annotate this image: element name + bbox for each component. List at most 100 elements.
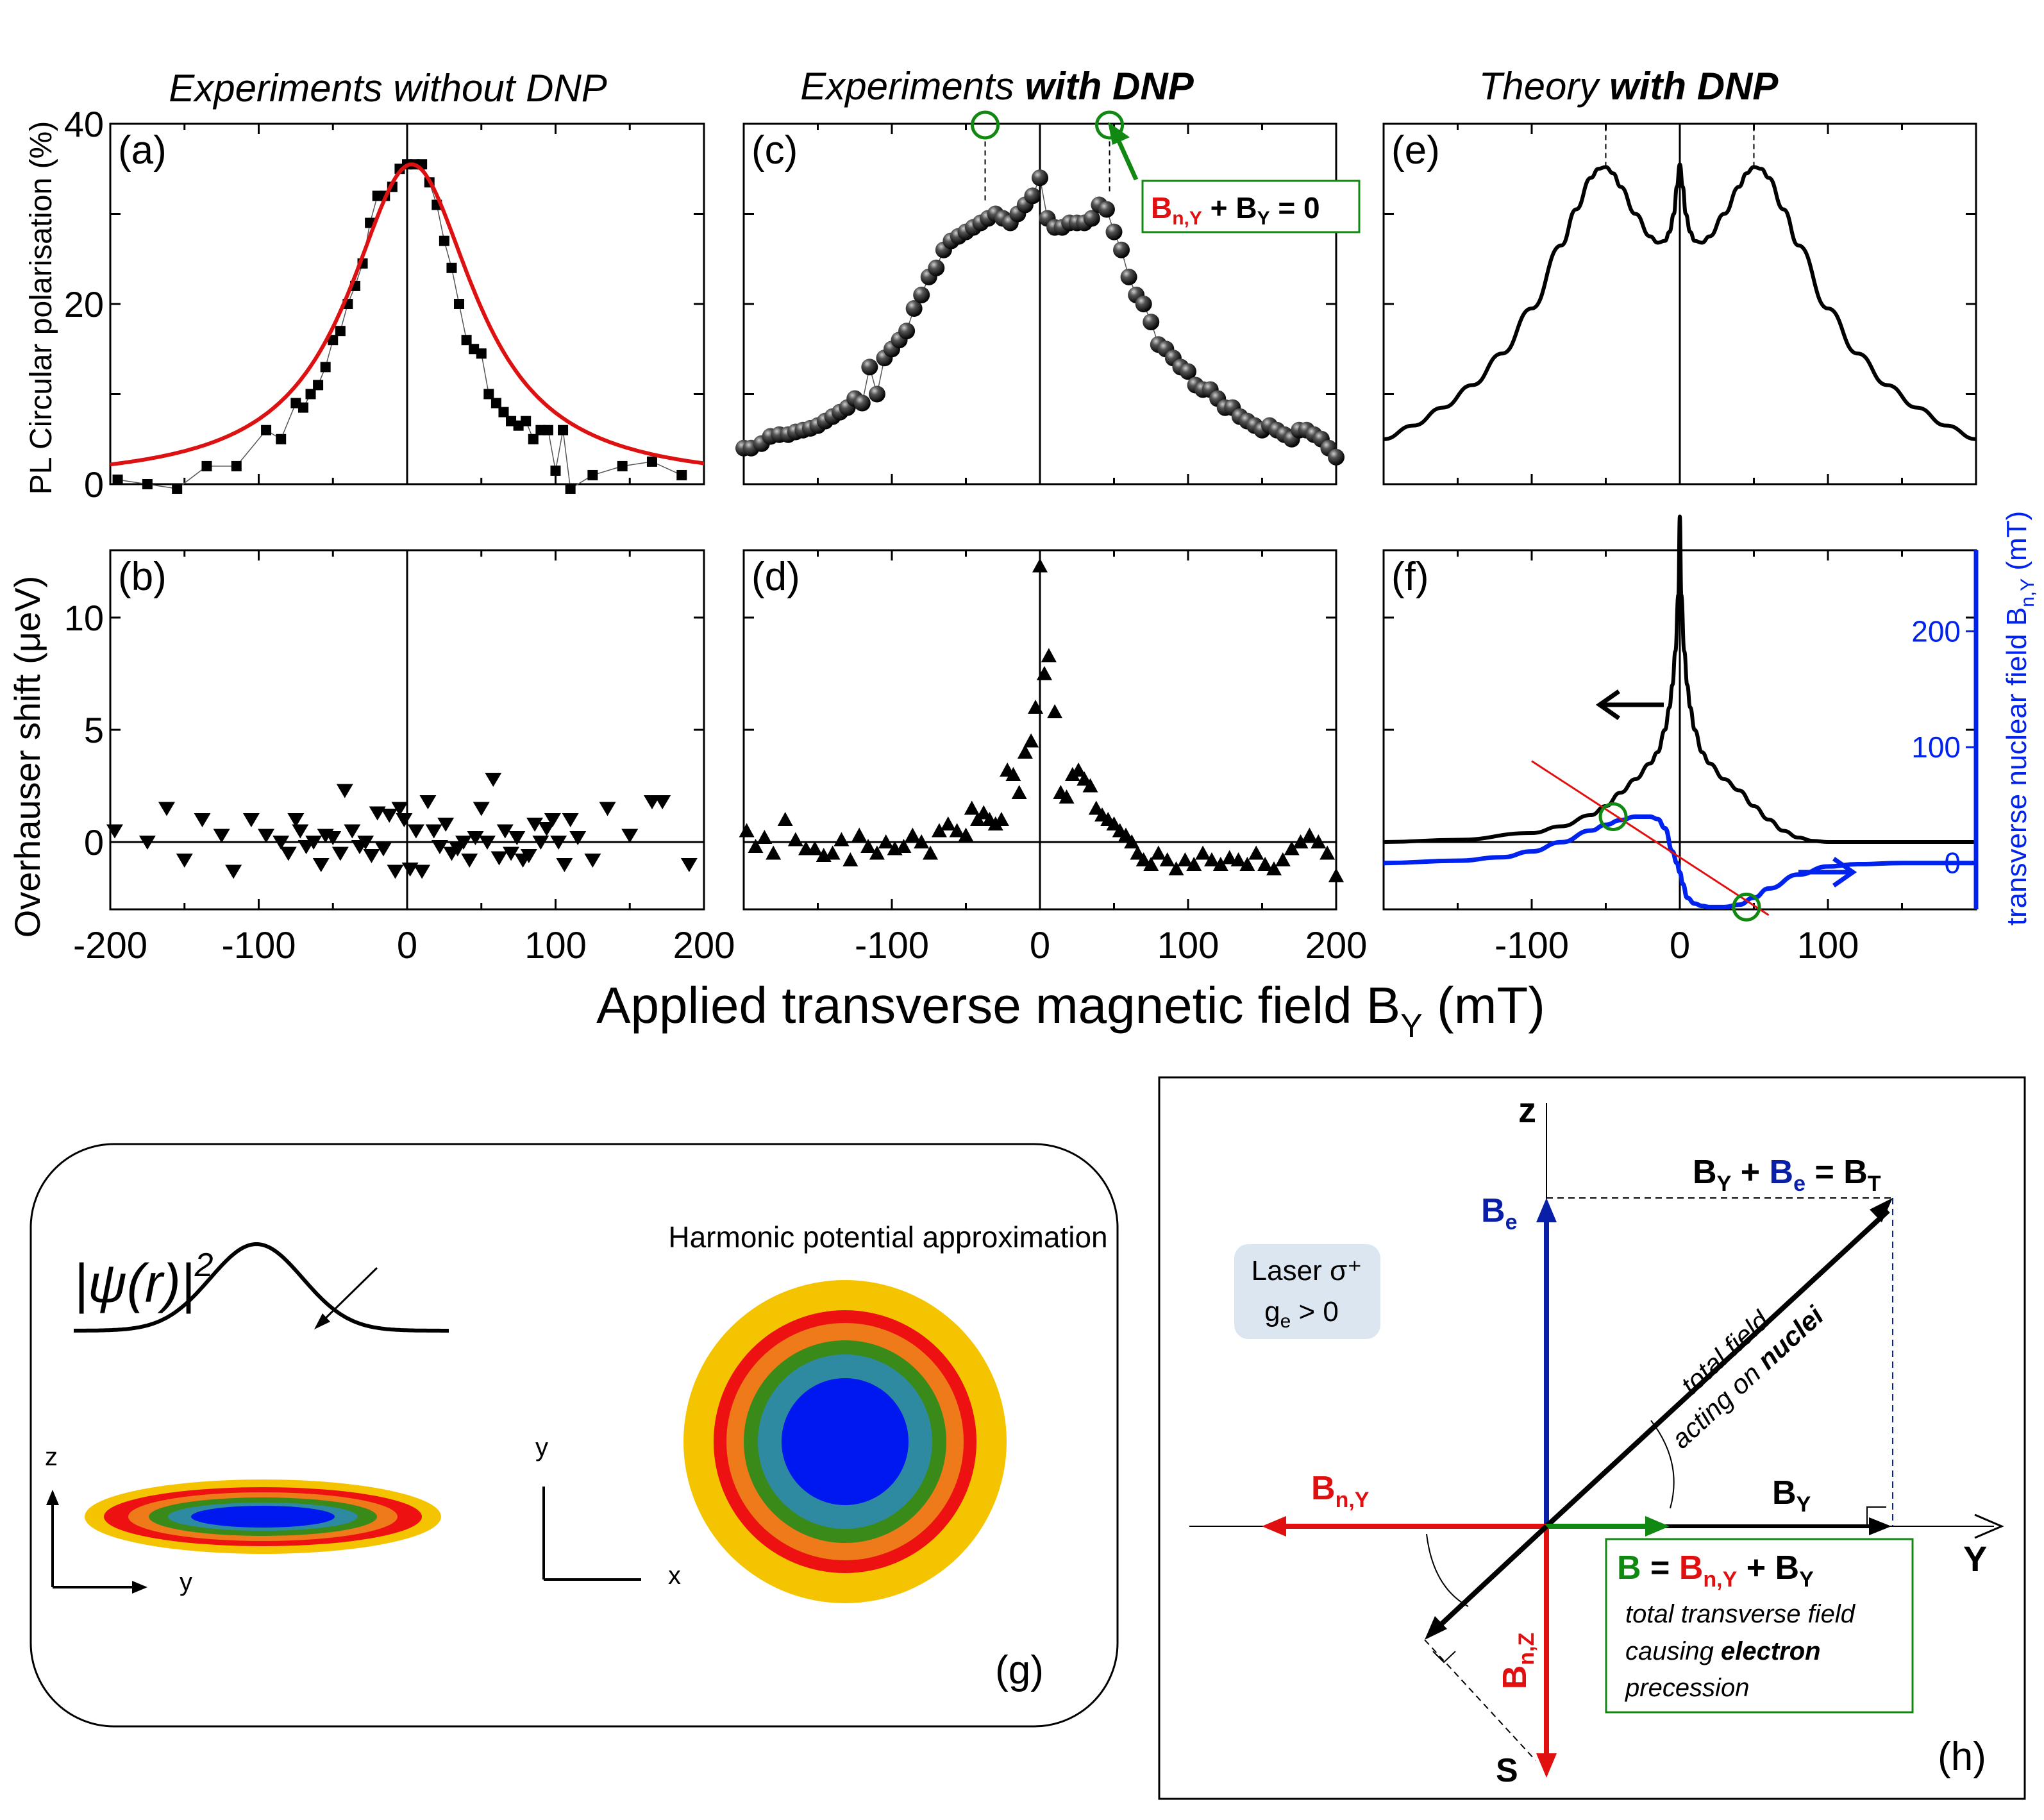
data-point-b (106, 824, 123, 839)
data-point-d (851, 827, 867, 842)
data-point-d (1328, 868, 1344, 882)
data-point-a (558, 425, 569, 435)
data-point-b (280, 847, 297, 861)
data-point-d (1230, 852, 1246, 866)
green-circle-f (1732, 892, 1761, 922)
panel-label-c: (c) (751, 128, 798, 173)
data-point-d (1159, 852, 1175, 866)
psi-pointer-arrowhead (314, 1313, 330, 1329)
data-point-c (1135, 296, 1152, 312)
data-point-c (1180, 363, 1196, 380)
data-point-b (363, 849, 380, 863)
panel-label-e: (e) (1391, 128, 1440, 173)
bnz-arrowhead (1536, 1753, 1557, 1778)
xtick-label-b: 0 (397, 925, 417, 966)
data-point-d (1203, 852, 1219, 866)
data-point-d (1082, 778, 1098, 793)
axis-x-label: x (668, 1562, 681, 1590)
data-point-c (928, 259, 945, 276)
data-point-d (1248, 845, 1264, 860)
data-point-a (461, 335, 472, 346)
s-projection (1424, 1639, 1536, 1761)
s-right-angle (1432, 1651, 1456, 1664)
bt-label: BY + Be = BT (1693, 1154, 1881, 1196)
by-label: BY (1772, 1474, 1811, 1517)
data-point-d (878, 834, 894, 848)
right-angle-marker (1866, 1506, 1886, 1526)
reference-line-f (1531, 760, 1770, 916)
data-point-b (401, 863, 419, 877)
panel-label-f: (f) (1391, 555, 1429, 599)
green-circle-f (1598, 802, 1628, 831)
data-point-c (1098, 201, 1115, 218)
data-point-b (344, 824, 361, 839)
y-axis-arrowhead (1974, 1513, 2004, 1539)
data-point-b (532, 836, 549, 850)
data-point-d (1028, 700, 1044, 714)
title-col-e: Theory with DNP (1479, 65, 1779, 108)
data-point-d (1168, 861, 1184, 875)
data-point-d (1059, 789, 1075, 804)
data-point-a (521, 416, 532, 426)
data-point-b (461, 854, 478, 868)
data-point-b (455, 836, 472, 850)
data-point-d (1293, 834, 1309, 848)
data-point-a (305, 389, 316, 400)
data-point-a (439, 235, 449, 246)
data-point-c (853, 394, 871, 412)
data-point-d (1150, 845, 1166, 860)
data-point-b (490, 851, 508, 866)
data-point-b (292, 824, 309, 839)
data-point-b (599, 802, 616, 816)
data-point-b (138, 836, 156, 850)
bny-label: Bn,Y (1311, 1470, 1370, 1512)
panel-c: (c) (735, 110, 1345, 485)
data-point-b (407, 824, 424, 839)
data-point-b (419, 795, 437, 809)
data-point-a (498, 407, 509, 417)
panel-f-arrows (1595, 689, 1857, 888)
data-point-d (1311, 834, 1327, 848)
data-point-a (565, 484, 576, 494)
ge-label: ge > 0 (1264, 1296, 1339, 1332)
data-point-b (496, 824, 514, 839)
data-point-a (112, 474, 123, 485)
fit-curve-a (110, 162, 705, 467)
data-point-b (213, 829, 230, 843)
data-point-a (542, 425, 553, 435)
data-point-a (231, 460, 242, 471)
panel-b: (b) 0 5 10 -200 -100 0 100 200 (64, 549, 735, 966)
h-Y-label: Y (1963, 1538, 1987, 1579)
data-point-a (172, 484, 183, 494)
axis-z-arrowhead (46, 1490, 59, 1505)
data-point-d (1011, 785, 1027, 799)
data-point-b (331, 847, 349, 861)
ytick-label-b: 10 (64, 598, 104, 638)
data-point-d (1017, 745, 1033, 759)
data-point-d (1071, 763, 1087, 777)
title-col-a: Experiments without DNP (169, 67, 607, 110)
data-point-b (520, 849, 537, 863)
theory-curve-f-right (1383, 814, 1976, 909)
right-tick-label-f: 0 (1944, 847, 1961, 880)
data-point-d (1124, 834, 1140, 848)
data-point-b (374, 842, 392, 857)
data-point-d (931, 823, 947, 838)
data-point-c (1120, 268, 1137, 285)
data-point-b (387, 864, 404, 879)
annotation-c-box (1141, 180, 1361, 233)
data-point-b (467, 831, 484, 845)
data-point-b (225, 864, 242, 879)
panel-h: z Y S Laser σ⁺ ge > 0 Be BY Bn,Y Bn,Z BY… (1158, 1076, 2026, 1800)
data-point-d (1005, 767, 1021, 781)
data-point-a (454, 299, 465, 309)
data-point-d (766, 845, 782, 860)
panel-label-d: (d) (751, 555, 800, 599)
right-tick-label-f: 200 (1911, 614, 1961, 648)
data-point-b (396, 813, 413, 827)
axis-y-arrowhead (132, 1581, 147, 1594)
axis-z-label: z (45, 1443, 58, 1471)
data-point-b (473, 802, 490, 816)
data-point-c (1105, 223, 1123, 240)
axis-y-label: y (180, 1568, 192, 1596)
